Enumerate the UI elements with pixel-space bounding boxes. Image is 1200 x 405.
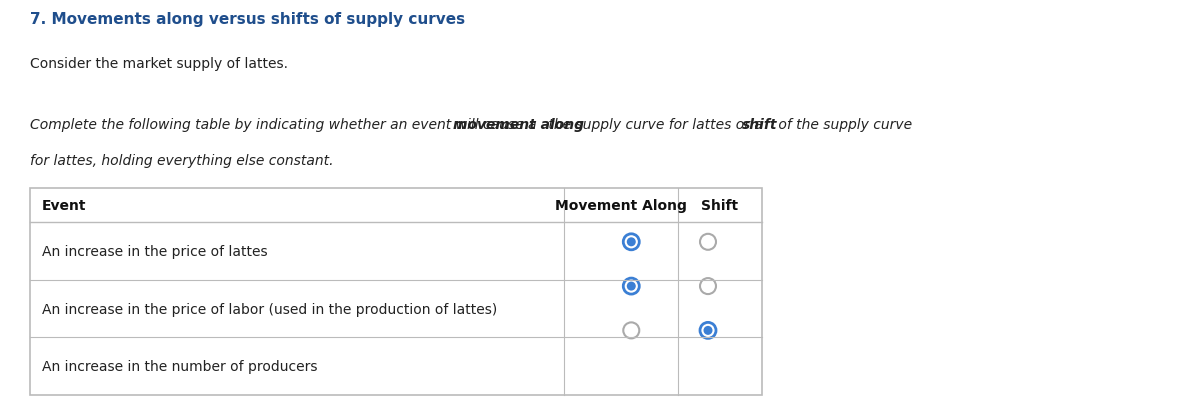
Text: Shift: Shift <box>702 198 738 213</box>
Text: Movement Along: Movement Along <box>556 198 686 213</box>
Text: shift: shift <box>742 117 778 131</box>
Text: An increase in the price of labor (used in the production of lattes): An increase in the price of labor (used … <box>42 302 497 316</box>
Text: Consider the market supply of lattes.: Consider the market supply of lattes. <box>30 57 288 70</box>
Text: Event: Event <box>42 198 86 213</box>
Circle shape <box>623 234 640 250</box>
Text: movement along: movement along <box>454 117 584 131</box>
Circle shape <box>703 326 713 335</box>
Text: of the supply curve: of the supply curve <box>774 117 912 131</box>
Text: the supply curve for lattes or a: the supply curve for lattes or a <box>545 117 768 131</box>
Text: for lattes, holding everything else constant.: for lattes, holding everything else cons… <box>30 154 334 168</box>
Text: Complete the following table by indicating whether an event will cause a: Complete the following table by indicati… <box>30 117 541 131</box>
Circle shape <box>700 234 716 250</box>
Text: An increase in the number of producers: An increase in the number of producers <box>42 359 318 373</box>
Circle shape <box>700 323 716 339</box>
Circle shape <box>626 282 636 291</box>
Text: An increase in the price of lattes: An increase in the price of lattes <box>42 245 268 258</box>
Circle shape <box>700 278 716 294</box>
Circle shape <box>623 323 640 339</box>
Circle shape <box>626 238 636 247</box>
Text: 7. Movements along versus shifts of supply curves: 7. Movements along versus shifts of supp… <box>30 12 466 27</box>
Circle shape <box>623 278 640 294</box>
